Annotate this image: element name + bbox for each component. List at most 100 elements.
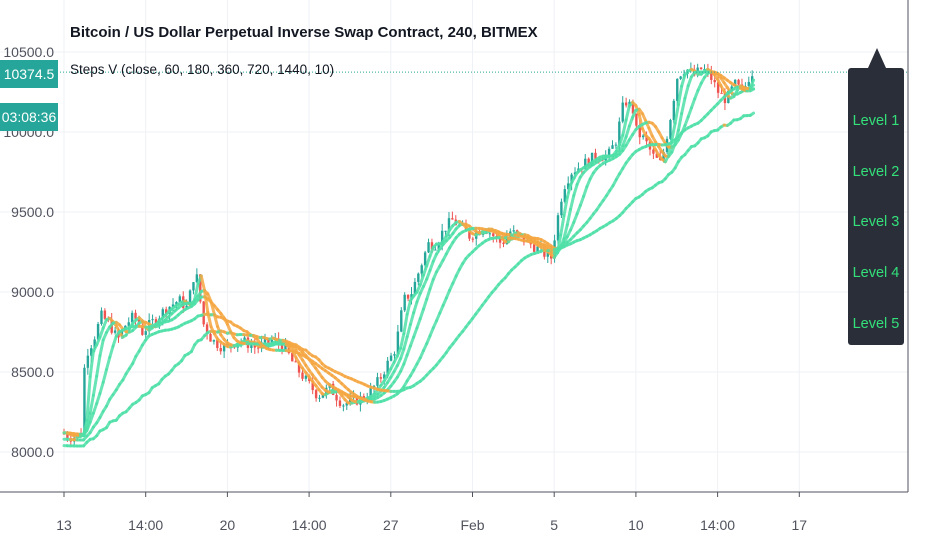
candle-body bbox=[376, 377, 379, 386]
candles bbox=[62, 62, 754, 448]
series-1-segment bbox=[670, 121, 677, 142]
indicator-label[interactable]: Steps V (close, 60, 180, 360, 720, 1440,… bbox=[70, 62, 335, 77]
candle-body bbox=[294, 361, 297, 363]
candle-body bbox=[556, 215, 560, 241]
candle-body bbox=[587, 158, 590, 167]
candle-body bbox=[502, 242, 505, 245]
series-2-segment bbox=[98, 338, 105, 358]
candle-body bbox=[195, 274, 199, 283]
series-1-segment bbox=[88, 349, 95, 379]
candle-body bbox=[379, 377, 383, 379]
series-3-segment bbox=[408, 335, 416, 348]
candle-body bbox=[590, 152, 594, 167]
series-1-segment bbox=[673, 103, 680, 125]
series-3-segment bbox=[683, 115, 690, 128]
series-3-segment bbox=[425, 287, 432, 301]
candle-body bbox=[83, 367, 86, 436]
candle-body bbox=[130, 312, 134, 323]
series-1-segment bbox=[425, 254, 432, 268]
candle-body bbox=[314, 390, 318, 399]
candle-body bbox=[638, 125, 641, 138]
series-2-segment bbox=[415, 291, 422, 304]
series-1-segment bbox=[676, 84, 684, 107]
candle-body bbox=[256, 347, 260, 349]
x-tick-label: 10 bbox=[628, 517, 644, 533]
series-2-segment bbox=[408, 311, 416, 326]
candle-body bbox=[209, 333, 212, 342]
candle-body bbox=[338, 400, 342, 407]
series-1-segment bbox=[565, 183, 573, 200]
candle-body bbox=[641, 135, 645, 138]
candle-body bbox=[389, 355, 393, 361]
candle-body bbox=[498, 237, 502, 243]
candle-body bbox=[318, 397, 321, 399]
candle-body bbox=[396, 331, 400, 355]
candle-body bbox=[393, 354, 396, 356]
series-3-segment bbox=[405, 344, 412, 357]
candle-body bbox=[144, 331, 147, 335]
series-3-segment bbox=[108, 344, 115, 359]
tooltip-level-4: Level 4 bbox=[852, 265, 900, 281]
x-tick-label: Feb bbox=[460, 517, 484, 533]
x-tick-label: 14:00 bbox=[128, 517, 163, 533]
series-1-segment bbox=[562, 196, 569, 218]
candle-body bbox=[403, 294, 406, 311]
candle-body bbox=[270, 339, 274, 343]
candle-body bbox=[417, 273, 420, 282]
series-2-segment bbox=[412, 300, 419, 315]
countdown-tag: 03:08:36 bbox=[0, 103, 58, 131]
candle-body bbox=[611, 145, 614, 149]
candle-body bbox=[437, 244, 440, 250]
tooltip-arrow bbox=[868, 48, 886, 68]
candle-body bbox=[406, 294, 410, 299]
candle-body bbox=[536, 246, 539, 252]
candle-body bbox=[570, 174, 573, 184]
candle-body bbox=[505, 236, 509, 245]
candle-body bbox=[171, 304, 175, 307]
series-2-segment bbox=[405, 322, 412, 339]
series-2-segment bbox=[428, 259, 435, 272]
candle-body bbox=[413, 281, 417, 295]
series-1-segment bbox=[421, 264, 429, 277]
candle-body bbox=[263, 338, 267, 343]
candle-body bbox=[304, 375, 308, 379]
tooltip-level-5: Level 5 bbox=[852, 316, 900, 332]
candle-body bbox=[532, 244, 536, 252]
candle-body bbox=[720, 92, 723, 94]
series-2-segment bbox=[569, 193, 576, 211]
candle-body bbox=[127, 322, 130, 326]
series-1-segment bbox=[405, 299, 412, 316]
candle-body bbox=[383, 374, 386, 379]
series-2-segment bbox=[748, 83, 756, 89]
candle-body bbox=[297, 361, 301, 373]
candle-body bbox=[100, 310, 103, 324]
candle-body bbox=[703, 68, 706, 70]
series-2-segment bbox=[680, 96, 687, 115]
series-3-segment bbox=[582, 185, 589, 198]
candle-body bbox=[185, 305, 188, 308]
candle-body bbox=[560, 201, 563, 216]
candle-body bbox=[161, 309, 164, 319]
series-1-segment bbox=[418, 273, 425, 287]
time-axis: 13 14:00 20 14:00 27 Feb 5 10 14:00 17 bbox=[56, 492, 807, 533]
candle-body bbox=[716, 82, 720, 93]
series-1-segment bbox=[428, 245, 435, 258]
candle-body bbox=[178, 296, 182, 303]
series-2-segment bbox=[88, 393, 95, 415]
candle-body bbox=[311, 381, 314, 391]
series-2-segment bbox=[676, 111, 684, 132]
series-3-segment bbox=[101, 368, 108, 384]
candle-body bbox=[250, 345, 253, 348]
series-2-segment bbox=[425, 268, 432, 281]
series-2-segment bbox=[683, 84, 690, 100]
candle-body bbox=[655, 153, 658, 158]
candle-body bbox=[342, 405, 345, 407]
y-tick-label: 10500.0 bbox=[3, 44, 54, 60]
candle-body bbox=[134, 312, 137, 319]
candle-body bbox=[212, 340, 216, 342]
x-tick-label: 20 bbox=[220, 517, 236, 533]
series-2-segment bbox=[399, 347, 406, 361]
candle-body bbox=[113, 330, 117, 333]
candle-body bbox=[621, 102, 624, 122]
